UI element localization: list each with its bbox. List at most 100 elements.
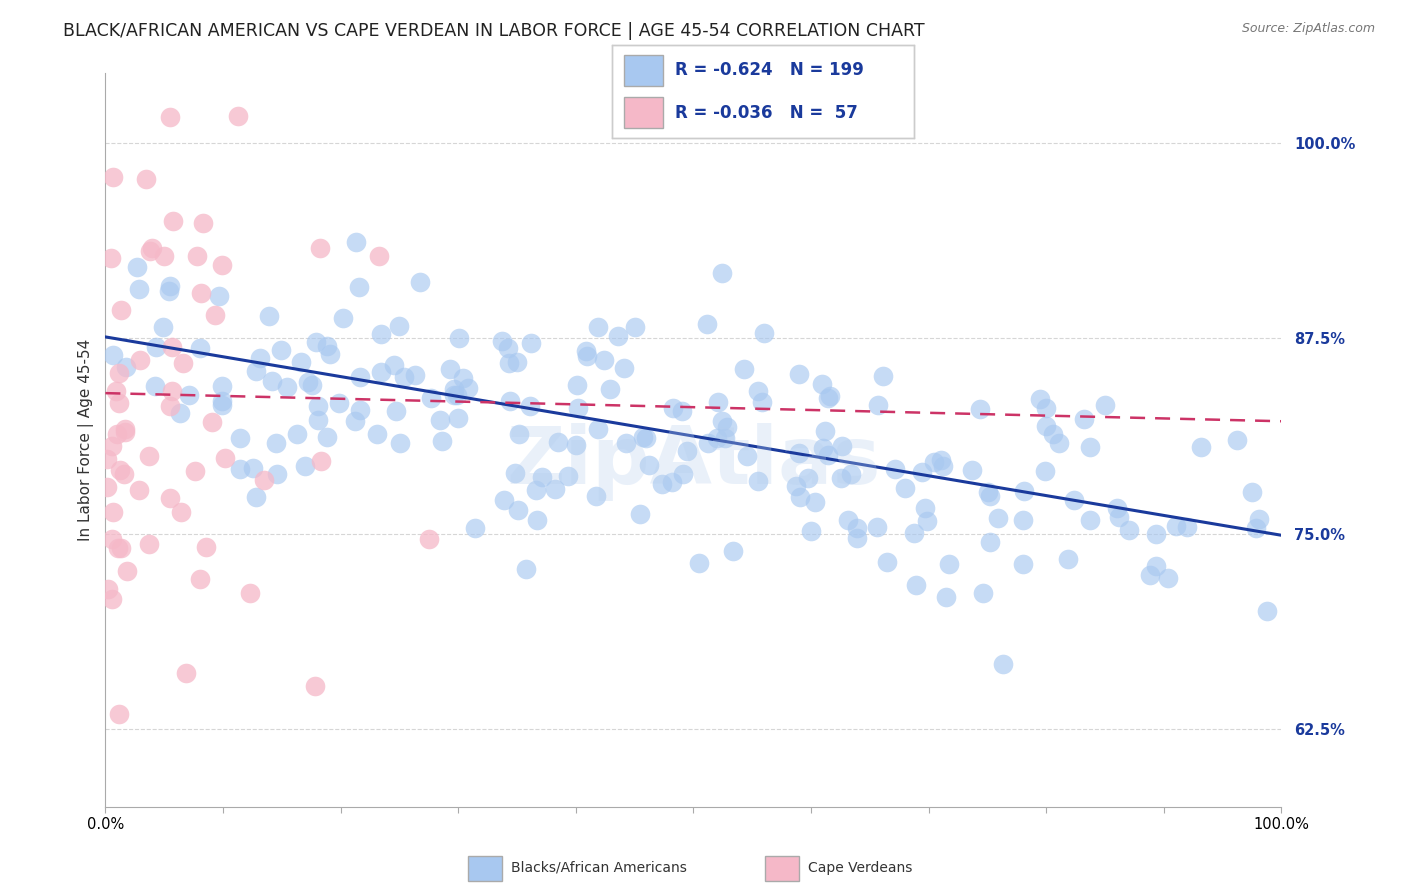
Point [671,404,693,418]
Point [266,435,288,450]
Point [1249,512,1271,526]
Point [1078,440,1101,454]
Point [496,341,519,355]
Point [108,366,131,380]
Point [1029,392,1052,407]
Point [575,343,598,358]
Point [1042,426,1064,441]
Point [530,469,553,483]
Point [922,455,945,469]
Point [585,490,607,504]
Point [613,361,636,376]
Point [249,351,271,365]
Point [688,556,710,570]
Point [1144,559,1167,574]
Point [1144,526,1167,541]
Point [713,431,735,445]
Point [526,483,548,497]
Point [208,289,231,303]
Point [866,398,889,412]
Point [316,429,339,443]
Point [447,331,470,345]
Point [845,531,868,545]
Point [257,310,280,324]
Point [519,335,541,350]
Point [544,483,567,497]
Point [1094,398,1116,412]
Point [138,537,160,551]
Point [162,214,184,228]
Point [526,513,548,527]
Point [114,425,136,439]
Point [506,503,529,517]
Point [800,524,823,539]
Point [204,308,226,322]
Point [711,414,734,428]
FancyBboxPatch shape [624,97,664,128]
Point [169,406,191,420]
Text: ZipAtlas: ZipAtlas [506,423,880,501]
Point [733,362,755,376]
Point [813,441,835,455]
Point [1225,434,1247,448]
Point [228,109,250,123]
Point [817,448,839,462]
Point [866,520,889,534]
Point [1063,493,1085,508]
Point [260,374,283,388]
Point [101,591,124,606]
Point [108,463,131,477]
Point [308,241,330,255]
Point [914,501,936,516]
Point [160,339,183,353]
Point [987,511,1010,525]
Point [503,466,526,480]
Point [114,359,136,374]
Point [159,278,181,293]
Point [567,377,589,392]
Point [818,389,841,403]
Point [349,402,371,417]
Point [211,398,233,412]
Point [969,401,991,416]
Point [443,387,465,401]
Point [201,415,224,429]
Point [634,431,657,445]
Point [159,110,181,124]
Point [814,424,837,438]
Point [367,249,389,263]
Point [105,426,128,441]
Point [307,399,329,413]
Point [797,471,820,485]
Point [446,388,468,402]
Point [1012,513,1035,527]
Point [735,449,758,463]
Point [960,463,983,477]
Point [139,244,162,259]
Point [519,399,541,413]
Point [101,348,124,362]
Point [108,395,131,409]
Point [721,544,744,558]
Point [110,303,132,318]
Y-axis label: In Labor Force | Age 45-54: In Labor Force | Age 45-54 [79,339,94,541]
FancyBboxPatch shape [765,856,799,881]
Point [174,665,197,680]
Point [319,346,342,360]
Point [567,401,589,416]
Point [186,248,208,262]
Point [1157,570,1180,584]
Point [706,431,728,445]
Point [747,384,769,398]
Point [904,578,927,592]
Point [239,586,262,600]
Point [297,375,319,389]
Point [349,369,371,384]
Point [382,359,405,373]
Point [408,276,430,290]
Point [162,384,184,399]
Point [370,365,392,379]
Point [316,339,339,353]
Point [211,394,233,409]
Point [586,422,609,436]
